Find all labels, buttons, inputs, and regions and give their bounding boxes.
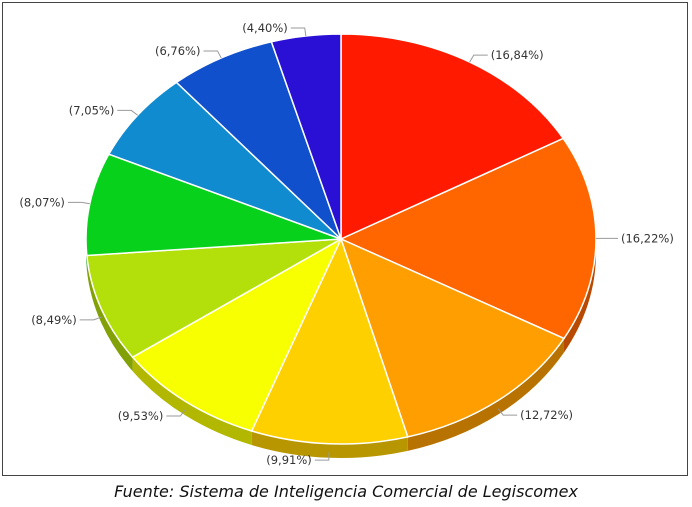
leader-line-6 [79,316,102,321]
pie-slice-1 [340,33,565,241]
leader-line-4 [314,452,330,461]
slice-label-6: (8,49%) [31,313,77,327]
pie-slice-side-5 [132,357,252,446]
source-caption: Fuente: Sistema de Inteligencia Comercia… [114,482,578,501]
leader-line-8 [117,109,138,116]
pie-slice-9 [175,40,342,240]
pie-slice-side-6 [86,255,133,372]
pie-slice-6 [86,238,342,359]
slice-label-1: (16,84%) [491,48,544,62]
slice-label-4: (9,91%) [266,453,312,467]
pie-slice-4 [250,236,409,445]
slice-label-7: (8,07%) [19,195,65,209]
pie-slice-side-2 [563,239,596,353]
leader-line-9 [203,50,222,59]
leader-line-3 [497,408,518,416]
leader-line-1 [469,54,488,63]
leader-line-5 [166,409,186,417]
pie-slice-3 [339,237,566,438]
pie-slice-side-3 [407,338,564,451]
pie-labels: (16,84%) (16,22%) (12,72%) (9,91%) (9,53%) (8… [19,21,673,467]
slice-label-3: (12,72%) [520,408,573,422]
slice-label-9: (6,76%) [155,44,201,58]
pie-leader-lines [67,27,618,461]
leader-line-7 [67,201,90,205]
slice-label-8: (7,05%) [69,103,115,117]
leader-line-10 [290,27,307,37]
pie-slices [85,33,597,445]
pie-slice-5 [131,237,343,432]
slice-label-10: (4,40%) [242,21,288,35]
chart-frame: (16,84%) (16,22%) (12,72%) (9,91%) (9,53%) (8… [2,2,688,476]
pie-slice-7 [85,153,342,257]
slice-label-2: (16,22%) [621,231,674,245]
pie-chart: (16,84%) (16,22%) (12,72%) (9,91%) (9,53%) (8… [19,21,673,467]
slice-label-5: (9,53%) [118,409,164,423]
pie-slice-8 [107,81,342,240]
